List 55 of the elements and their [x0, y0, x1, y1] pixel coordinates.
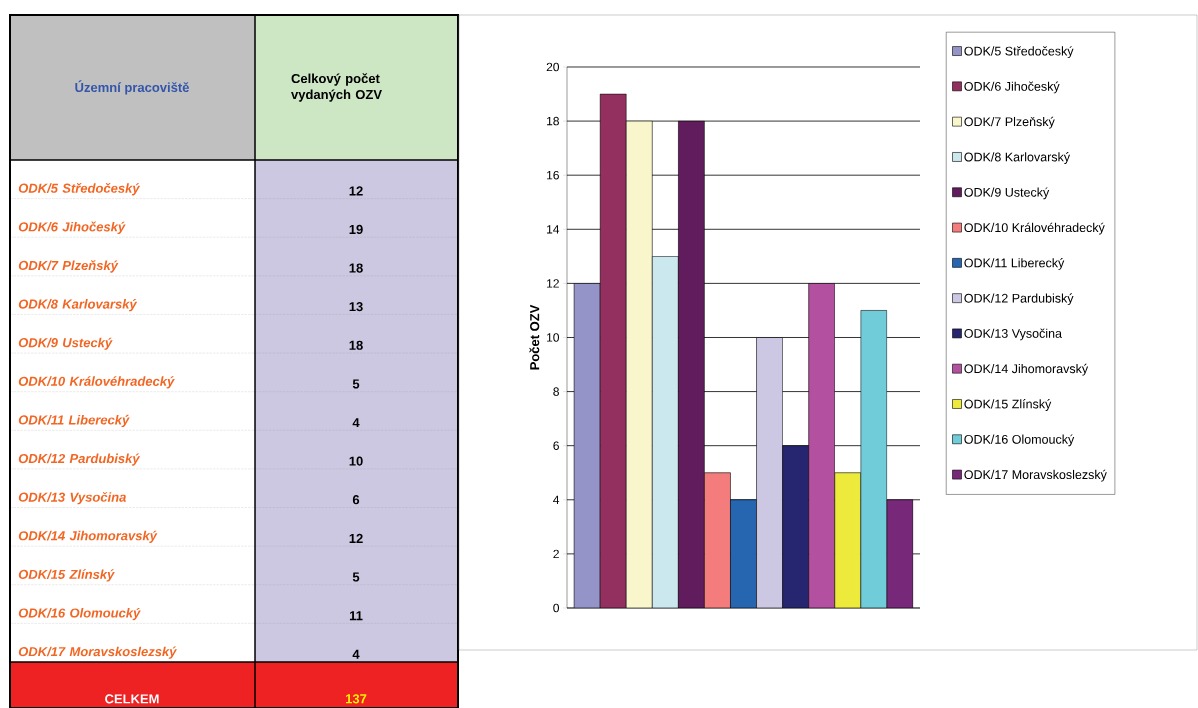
category-label: ODK/5 Středočeský	[18, 183, 141, 196]
data-label: 13	[349, 302, 363, 312]
text: CELKEM	[105, 694, 159, 704]
text: Územní pracoviště	[75, 80, 189, 95]
legend-label: ODK/10 Královéhradecký	[964, 222, 1105, 235]
data-label: 18	[349, 340, 363, 350]
category-label: ODK/13 Vysočina	[18, 491, 126, 505]
legend-label: ODK/11 Liberecký	[964, 258, 1065, 270]
y-tick-label: 12	[547, 279, 559, 288]
legend-label: ODK/6 Jihočeský	[964, 81, 1060, 94]
legend-label: ODK/12 Pardubiský	[964, 293, 1074, 306]
legend-label: ODK/13 Vysočina	[964, 328, 1062, 341]
data-label: 12	[349, 533, 363, 543]
y-tick-label: 0	[553, 603, 560, 613]
category-label: ODK/16 Olomoucký	[18, 607, 141, 621]
category-label: ODK/9 Ustecký	[18, 337, 113, 350]
category-label: ODK/15 Zlínský	[18, 569, 115, 582]
data-label: 11	[349, 611, 363, 621]
y-tick-label: 2	[553, 549, 559, 559]
data-label: 5	[352, 572, 360, 582]
y-tick-label: 16	[547, 170, 559, 180]
y-tick-label: 4	[553, 495, 560, 504]
y-axis-title: Počet OZV	[529, 304, 540, 370]
data-label: 10	[349, 456, 363, 466]
legend-label: ODK/16 Olomoucký	[964, 434, 1075, 447]
y-tick-label: 8	[553, 387, 559, 396]
text: Celkový počet vydaných OZV	[291, 73, 382, 102]
category-label: ODK/8 Karlovarský	[18, 299, 138, 312]
category-label: ODK/6 Jihočeský	[18, 221, 126, 235]
legend-label: ODK/5 Středočeský	[964, 46, 1074, 58]
category-label: ODK/17 Moravskoslezský	[18, 646, 177, 659]
y-tick-label: 6	[553, 441, 559, 450]
y-tick-label: 18	[547, 116, 559, 126]
y-tick-label: 20	[546, 62, 560, 72]
text: 137	[345, 694, 367, 704]
data-label: 19	[349, 224, 363, 235]
category-label: ODK/14 Jihomoravský	[18, 530, 158, 543]
category-label: ODK/10 Královéhradecký	[18, 376, 175, 389]
data-label: 18	[349, 263, 363, 273]
data-label: 4	[352, 418, 360, 428]
legend-label: ODK/15 Zlínský	[964, 399, 1052, 411]
legend-label: ODK/14 Jihomoravský	[964, 363, 1089, 376]
y-tick-label: 10	[547, 333, 560, 342]
data-label: 5	[352, 379, 360, 389]
category-label: ODK/11 Liberecký	[18, 414, 130, 428]
y-tick-label: 14	[547, 225, 560, 234]
data-label: 4	[352, 649, 360, 659]
legend-label: ODK/8 Karlovarský	[964, 152, 1071, 164]
legend-label: ODK/7 Plzeňský	[964, 116, 1055, 129]
category-label: ODK/12 Pardubiský	[18, 453, 141, 466]
legend-label: ODK/17 Moravskoslezský	[964, 469, 1107, 482]
data-label: 12	[349, 186, 363, 196]
category-label: ODK/7 Plzeňský	[18, 260, 119, 273]
data-label: 6	[352, 495, 360, 505]
legend-label: ODK/9 Ustecký	[964, 187, 1050, 200]
